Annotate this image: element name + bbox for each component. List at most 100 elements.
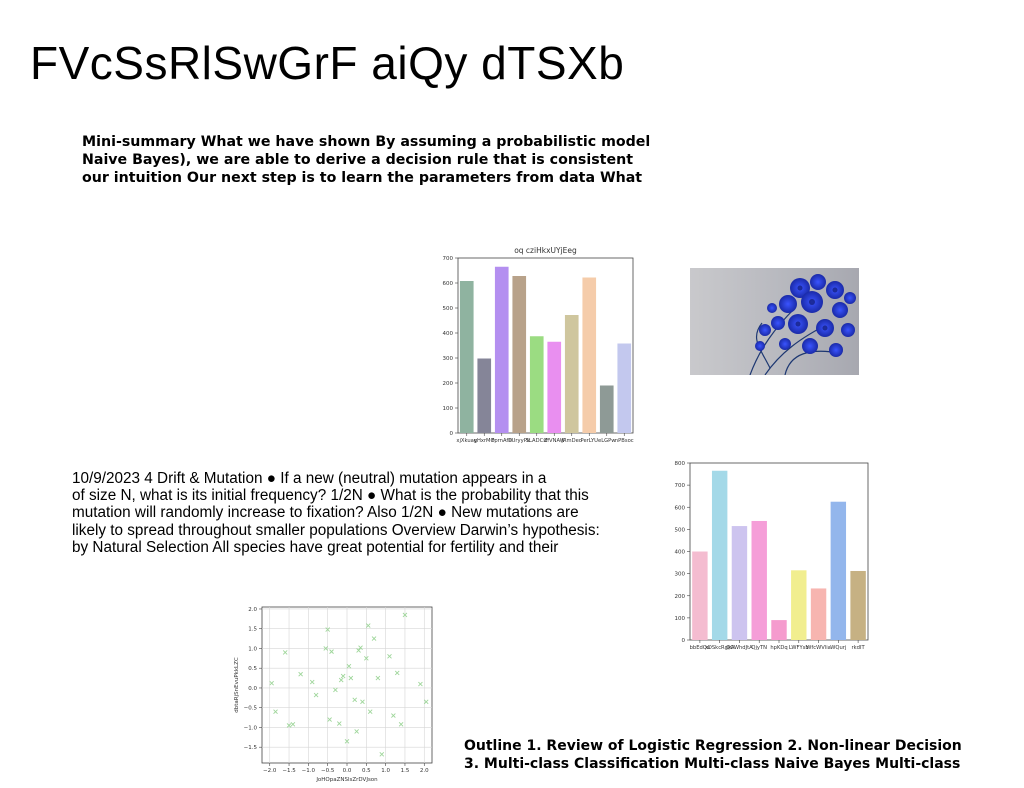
scatter-point bbox=[348, 675, 354, 681]
x-tick-label: yHxrMO bbox=[474, 438, 495, 444]
marker-stroke bbox=[352, 697, 358, 703]
summary-line: our intuition Our next step is to learn … bbox=[82, 170, 643, 186]
marker-stroke bbox=[398, 721, 404, 727]
scatter-point bbox=[394, 670, 400, 676]
chart-title: oq cziHkxUYjEeg bbox=[514, 246, 577, 255]
marker-stroke bbox=[273, 709, 278, 714]
marker-stroke bbox=[327, 717, 332, 722]
marker-stroke bbox=[356, 648, 361, 653]
marker-stroke bbox=[363, 656, 369, 661]
scatter-point bbox=[363, 656, 369, 661]
scatter-point bbox=[298, 671, 303, 677]
marker-stroke bbox=[348, 675, 354, 681]
x-tick-label: hpKDq bbox=[770, 645, 787, 651]
scatter-point bbox=[327, 717, 332, 722]
scatter-point bbox=[375, 675, 381, 681]
bar-yHxrMO bbox=[477, 358, 492, 433]
bar-bbEdQu bbox=[692, 551, 708, 640]
marker-stroke bbox=[313, 692, 319, 698]
plot-frame bbox=[457, 257, 634, 434]
marker-stroke bbox=[365, 623, 371, 628]
x-tick-label: LWFYsb bbox=[789, 645, 809, 651]
y-tick-label: 1.5 bbox=[248, 627, 257, 633]
y-axis-label: dbtaRjSnEvuPkkLZC bbox=[234, 657, 240, 713]
marker-stroke bbox=[387, 654, 392, 659]
x-tick-label: 0.0 bbox=[343, 768, 352, 774]
y-tick-label: 100 bbox=[675, 616, 686, 622]
marker-stroke bbox=[394, 670, 400, 676]
scatter-chart: −2.0 −1.5 −1.0 −0.5 0.0 0.5 1.0 1.5 2.0−1.5−1.0−… bbox=[234, 606, 433, 783]
bar-QCWhdJtA bbox=[731, 526, 748, 640]
x-tick-label: rkdIT bbox=[852, 645, 866, 651]
bar-LWFYsb bbox=[791, 570, 807, 640]
scatter-point bbox=[286, 723, 292, 728]
y-tick-label: 1.0 bbox=[248, 646, 257, 652]
x-tick-label: 1.5 bbox=[401, 768, 410, 774]
x-tick-label: lIUryyPk bbox=[509, 438, 530, 444]
marker-stroke bbox=[282, 650, 288, 655]
scatter-point bbox=[352, 697, 358, 703]
x-tick-label: eLGPw bbox=[598, 438, 616, 444]
bar-QjyTN bbox=[751, 520, 767, 640]
y-tick-label: −1.5 bbox=[244, 745, 258, 751]
y-tick-label: −1.0 bbox=[244, 725, 258, 731]
marker-stroke bbox=[402, 612, 408, 618]
x-tick-label: xDSkcRgkA bbox=[705, 645, 735, 651]
drift-line: of size N, what is its initial frequency… bbox=[72, 487, 589, 505]
marker-stroke bbox=[367, 709, 373, 714]
marker-stroke bbox=[344, 738, 350, 744]
scatter-point bbox=[309, 679, 315, 685]
y-tick-label: 600 bbox=[675, 505, 686, 511]
drift-line: by Natural Selection All species have gr… bbox=[72, 538, 559, 556]
scatter-point bbox=[346, 663, 352, 669]
scatter-point bbox=[418, 681, 423, 687]
marker-stroke bbox=[375, 675, 381, 681]
scatter-point bbox=[344, 738, 350, 744]
scatter-point bbox=[379, 751, 385, 757]
scatter-point bbox=[325, 627, 331, 632]
marker-stroke bbox=[323, 646, 329, 651]
y-tick-label: 500 bbox=[675, 527, 686, 533]
drift-line: likely to spread throughout smaller popu… bbox=[72, 521, 600, 539]
y-tick-label: 600 bbox=[443, 281, 454, 287]
scatter-point bbox=[313, 692, 319, 698]
drift-line: 10/9/2023 4 Drift & Mutation ● If a new … bbox=[72, 470, 547, 487]
bar-WfcWVlia bbox=[810, 588, 827, 640]
scatter-point bbox=[360, 699, 365, 705]
x-tick-label: SLADCsf bbox=[526, 438, 548, 444]
marker-stroke bbox=[336, 721, 342, 726]
y-tick-label: 500 bbox=[443, 306, 454, 312]
scatter-point bbox=[423, 699, 429, 705]
y-tick-label: 0.0 bbox=[248, 686, 257, 692]
flowers-image bbox=[690, 268, 859, 375]
scatter-point bbox=[402, 612, 408, 618]
y-tick-label: 800 bbox=[675, 461, 686, 467]
bar-eLGPw bbox=[599, 385, 614, 433]
y-tick-label: 200 bbox=[443, 381, 454, 387]
bar-FprnAfD bbox=[494, 266, 509, 433]
marker-stroke bbox=[269, 680, 274, 686]
bar-nPBsoc bbox=[617, 343, 632, 433]
marker-stroke bbox=[286, 723, 292, 728]
outline-line: Outline 1. Review of Logistic Regression… bbox=[464, 738, 962, 754]
x-tick-label: −1.5 bbox=[282, 768, 296, 774]
scatter-point bbox=[371, 636, 377, 641]
bar-xjXkuag bbox=[459, 281, 474, 433]
scatter-point bbox=[290, 721, 296, 727]
marker-stroke bbox=[360, 699, 365, 705]
scatter-point bbox=[273, 709, 278, 714]
marker-stroke bbox=[333, 687, 338, 693]
x-tick-label: ZfVNAW bbox=[544, 438, 565, 444]
drift-line: mutation will randomly increase to fixat… bbox=[72, 504, 579, 522]
blue-flowers-photo bbox=[690, 268, 859, 375]
y-tick-label: 100 bbox=[443, 406, 454, 412]
x-tick-label: nPBsoc bbox=[615, 438, 634, 444]
summary-line: Mini-summary What we have shown By assum… bbox=[82, 134, 651, 150]
y-tick-label: 300 bbox=[443, 356, 454, 362]
y-tick-label: 400 bbox=[443, 331, 454, 337]
bar-chart-top: oq cziHkxUYjEeg 0 100 200 300 400 500 600 700 xjX… bbox=[443, 246, 634, 444]
bar-WQurj bbox=[830, 501, 847, 640]
scatter-point bbox=[338, 677, 344, 683]
bar-SLADCsf bbox=[529, 336, 544, 433]
outline-line: 3. Multi-class Classification Multi-clas… bbox=[464, 756, 961, 772]
